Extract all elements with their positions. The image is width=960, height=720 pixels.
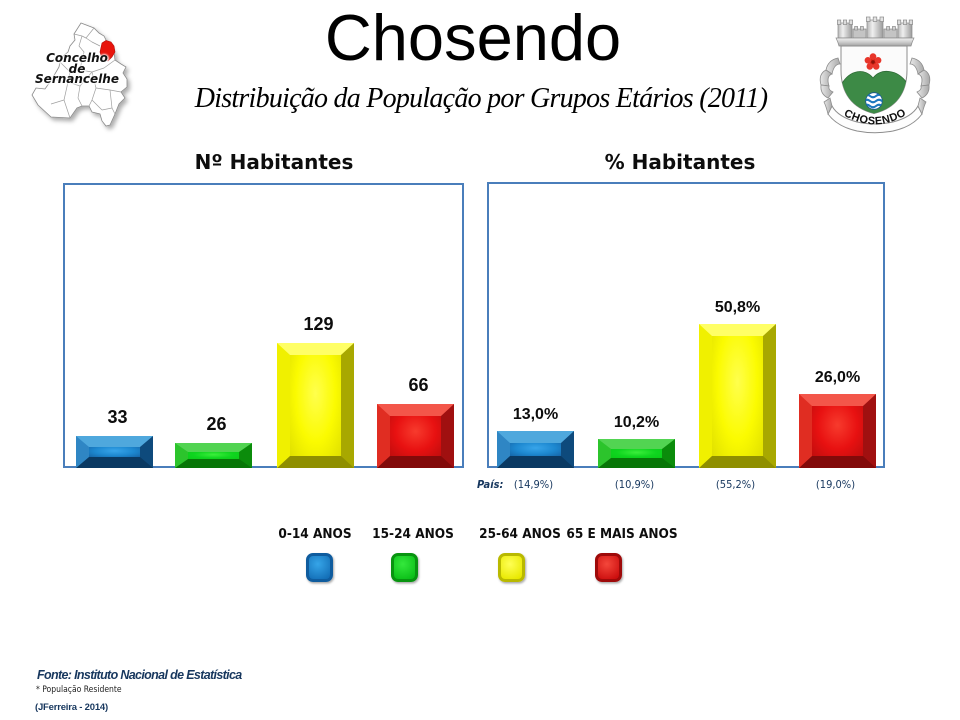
map-caption-line1: Concelho	[46, 51, 108, 65]
bar-25-64-anos	[699, 324, 776, 468]
footer-note: * População Residente	[36, 685, 122, 695]
bar-65-e-mais-anos	[799, 394, 876, 468]
bar-value-label: 26	[206, 414, 227, 434]
country-row-value: (10,9%)	[614, 478, 655, 491]
legend-chip-3	[595, 553, 622, 582]
bar-value-label: 66	[408, 375, 429, 395]
country-row-label: País:	[477, 478, 504, 491]
chart-title-n: Nº Habitantes	[194, 150, 354, 174]
page-title: Chosendo	[324, 1, 622, 74]
legend-label-0: 0-14 ANOS	[278, 526, 352, 542]
bar-value-label: 26,0%	[814, 369, 861, 386]
legend-label-3: 65 E MAIS ANOS	[566, 526, 678, 542]
plot-area-n: 33 26 129 66	[63, 183, 464, 468]
bar-0-14-anos	[497, 431, 574, 468]
coat-of-arms: CHOSENDO	[816, 12, 936, 136]
bar-0-14-anos	[76, 436, 153, 468]
municipality-map: Concelho de Sernancelhe	[24, 12, 142, 136]
map-caption: Concelho de Sernancelhe	[24, 51, 130, 86]
country-row-value: (19,0%)	[815, 478, 856, 491]
bar-65-e-mais-anos	[377, 404, 454, 468]
bar-value-label: 33	[107, 407, 128, 427]
page-subtitle: Distribuição da População por Grupos Etá…	[194, 83, 768, 114]
bar-25-64-anos	[277, 343, 354, 468]
bar-value-label: 10,2%	[613, 414, 660, 431]
map-caption-line3: Sernancelhe	[35, 72, 119, 86]
legend-chip-0	[306, 553, 333, 582]
bar-15-24-anos	[598, 439, 675, 468]
country-row-value: (55,2%)	[715, 478, 756, 491]
bar-value-label: 13,0%	[512, 406, 559, 423]
legend-label-1: 15-24 ANOS	[372, 526, 454, 542]
footer-credit: (JFerreira - 2014)	[35, 702, 108, 713]
plot-area-pct: 13,0% 10,2% 50,8% 26,0%	[487, 182, 885, 468]
map-highlight-region	[99, 40, 116, 62]
legend-chip-2	[498, 553, 525, 582]
map-image	[31, 22, 128, 127]
legend-chip-1	[391, 553, 418, 582]
chart-title-pct: % Habitantes	[604, 150, 756, 174]
map-caption-line2: de	[68, 61, 86, 76]
bar-15-24-anos	[175, 443, 252, 468]
rose-charge	[864, 53, 882, 70]
legend-label-2: 25-64 ANOS	[479, 526, 561, 542]
bar-value-label: 50,8%	[714, 299, 761, 316]
footer-source: Fonte: Instituto Nacional de Estatística	[37, 668, 242, 682]
bar-value-label: 129	[303, 314, 334, 334]
country-row-value: (14,9%)	[513, 478, 554, 491]
crest-image: CHOSENDO	[819, 16, 931, 134]
